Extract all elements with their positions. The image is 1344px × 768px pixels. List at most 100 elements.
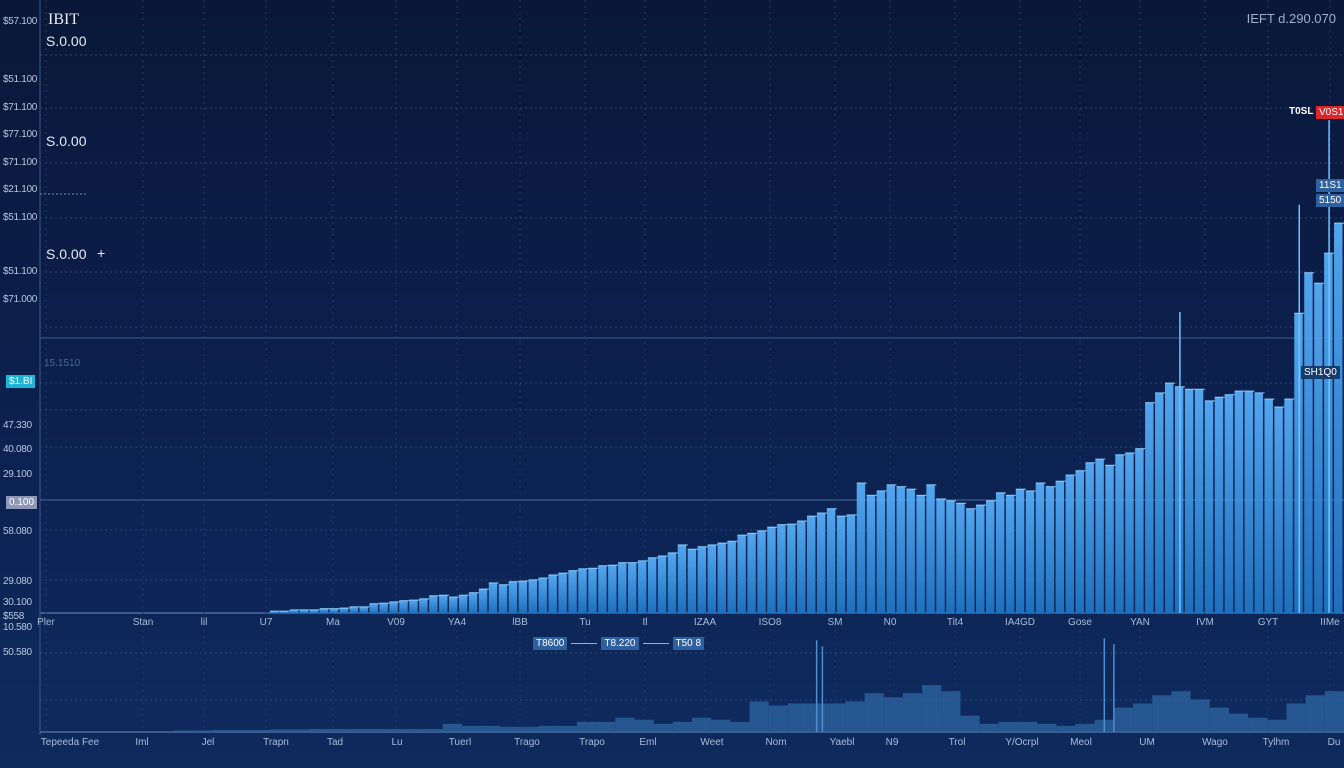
price-bar [816, 513, 826, 613]
price-bar [836, 516, 846, 613]
price-bar [886, 484, 895, 613]
volume-bar [78, 730, 98, 732]
y-tick-label: 29.080 [3, 576, 32, 587]
price-bar [458, 595, 468, 613]
volume-bar [557, 725, 577, 732]
price-bar [488, 582, 498, 613]
volume-x-tick-label: Y/Ocrpl [1005, 737, 1039, 748]
y-tick-label: $71.100 [3, 157, 38, 168]
legend-connector [571, 643, 598, 644]
price-bar [1264, 399, 1273, 613]
price-bar [478, 589, 488, 613]
x-tick-label: YAN [1130, 617, 1150, 628]
volume-bar [155, 730, 175, 732]
faint-label: 15.1510 [44, 358, 81, 369]
x-tick-label: SM [827, 617, 843, 628]
price-bar [369, 603, 378, 613]
price-bar [747, 533, 756, 613]
price-bar [528, 579, 537, 613]
x-tick-label: IA4GD [1004, 617, 1036, 628]
volume-bar [135, 730, 156, 732]
price-bar [1314, 283, 1323, 613]
volume-bar [1113, 707, 1134, 732]
x-tick-label: IIMe [1320, 617, 1340, 628]
price-bar [856, 483, 866, 613]
price-bar [906, 489, 915, 613]
price-bar [608, 565, 617, 613]
price-bar [279, 611, 289, 613]
price-bar [389, 601, 398, 613]
volume-x-tick-label: UM [1139, 737, 1155, 748]
volume-bar [1209, 707, 1229, 732]
volume-bar [653, 723, 673, 732]
x-tick-label: GYT [1257, 617, 1279, 628]
volume-bar [922, 685, 942, 732]
price-bar [538, 578, 547, 613]
volume-bar [289, 729, 309, 732]
price-bar [498, 584, 508, 613]
price-bar [1204, 400, 1214, 613]
volume-bar [519, 726, 539, 732]
price-bar [637, 560, 647, 613]
volume-x-tick-label: Weet [700, 737, 724, 748]
price-bar [976, 505, 985, 613]
price-bar [1005, 495, 1015, 613]
price-bar [379, 603, 388, 613]
price-bar [568, 570, 577, 613]
price-bar [1135, 448, 1144, 613]
volume-bar [385, 728, 405, 732]
y-tick-label: $77.100 [3, 129, 38, 140]
volume-x-tick-label: Du [1327, 737, 1341, 748]
crosshair-plus-icon[interactable]: + [97, 245, 106, 261]
volume-bar [423, 728, 443, 732]
volume-bar [998, 721, 1018, 732]
price-bar [1155, 392, 1164, 613]
x-tick-label: Pler [37, 617, 55, 628]
y-tick-label: $51.100 [3, 212, 38, 223]
y-tick-label: 40.080 [3, 444, 32, 455]
price-bar [419, 598, 428, 613]
volume-bar [883, 697, 903, 732]
x-tick-label: IVM [1196, 617, 1214, 628]
volume-bar [481, 725, 501, 732]
upper-badge-1: 11S1 [1316, 179, 1344, 192]
volume-bar [596, 721, 616, 732]
price-bar [926, 484, 935, 613]
price-bar [946, 500, 955, 613]
volume-x-tick-label: Meol [1070, 737, 1092, 748]
volume-legend: T8600 T8.220 T50 8 [533, 637, 705, 650]
price-bar [707, 544, 716, 613]
price-bar [727, 541, 736, 613]
volume-bar [960, 715, 980, 732]
volume-x-tick-label: N9 [885, 737, 899, 748]
price-bar [757, 530, 766, 613]
price-bar [936, 498, 945, 613]
y-tick-label: $21.100 [3, 184, 38, 195]
price-bar [1304, 272, 1313, 613]
volume-x-tick-label: Tepeeda Fee [40, 737, 100, 748]
price-bar [1184, 389, 1194, 613]
price-bar [508, 581, 518, 613]
price-bar [1065, 475, 1074, 613]
price-bar [1055, 481, 1065, 613]
price-bar [289, 609, 299, 613]
price-bar [797, 521, 806, 613]
volume-bar [1018, 721, 1038, 732]
volume-x-tick-label: Iml [135, 737, 149, 748]
price-bar [468, 592, 478, 613]
volume-bar [1286, 703, 1306, 732]
x-tick-label: Gose [1068, 617, 1092, 628]
upper-badge-2: 5150 [1316, 194, 1344, 207]
volume-bar [1075, 723, 1095, 732]
price-bar [339, 608, 349, 613]
volume-x-tick-label: Tad [326, 737, 344, 748]
price-bar [1194, 389, 1204, 613]
volume-legend-item: T8.220 [601, 637, 639, 650]
price-bar [309, 609, 319, 613]
price-bar [429, 595, 438, 613]
volume-bar [212, 729, 232, 732]
volume-bar [826, 703, 846, 732]
y-tick-label: 30.100 [3, 597, 32, 608]
y-tick-label: 58.080 [3, 526, 32, 537]
volume-bar [59, 730, 79, 732]
